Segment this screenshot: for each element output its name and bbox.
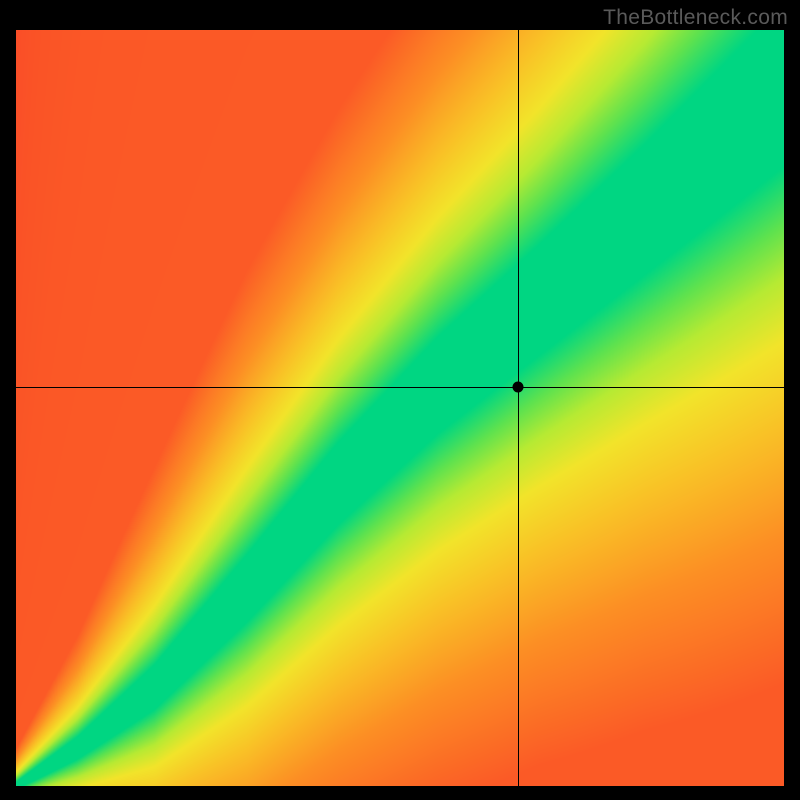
crosshair-vertical [518, 30, 519, 786]
heatmap-canvas [16, 30, 784, 786]
plot-area [16, 30, 784, 786]
crosshair-horizontal [16, 387, 784, 388]
crosshair-marker [512, 381, 523, 392]
chart-container: TheBottleneck.com [0, 0, 800, 800]
watermark-text: TheBottleneck.com [603, 6, 788, 30]
